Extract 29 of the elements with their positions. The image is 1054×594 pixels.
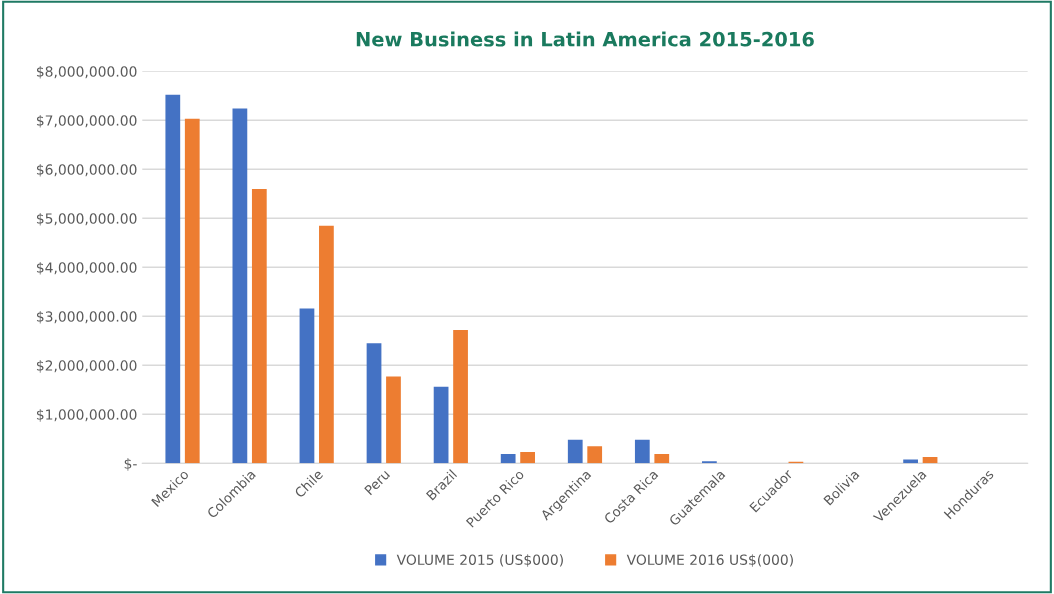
- bar: [366, 343, 382, 464]
- bar: [903, 459, 918, 464]
- y-tick-label: $3,000,000.00: [36, 311, 137, 324]
- bar: [232, 108, 248, 464]
- bar: [319, 225, 334, 464]
- bar: [634, 439, 650, 464]
- bar: [567, 439, 583, 464]
- chart-title: New Business in Latin America 2015-2016: [356, 31, 814, 47]
- y-tick-label: $2,000,000.00: [36, 360, 137, 373]
- bar: [433, 386, 449, 464]
- y-tick-label: $-: [124, 458, 137, 471]
- y-tick-label: $6,000,000.00: [36, 164, 137, 177]
- bar: [654, 454, 670, 464]
- legend-label: VOLUME 2015 (US$000): [396, 554, 563, 567]
- y-tick-label: $1,000,000.00: [36, 409, 137, 422]
- bar: [453, 330, 468, 464]
- bar: [587, 446, 603, 464]
- bar: [165, 94, 181, 464]
- y-tick-label: $4,000,000.00: [36, 262, 137, 275]
- y-tick-label: $7,000,000.00: [36, 115, 137, 128]
- bar: [299, 308, 315, 464]
- bar: [251, 188, 267, 464]
- y-tick-label: $8,000,000.00: [36, 66, 137, 79]
- bar: [386, 376, 401, 464]
- bar: [520, 452, 535, 464]
- y-tick-label: $5,000,000.00: [36, 213, 137, 226]
- bar: [184, 118, 200, 464]
- legend-label: VOLUME 2016 US$(000): [626, 554, 793, 567]
- bar: [500, 454, 516, 464]
